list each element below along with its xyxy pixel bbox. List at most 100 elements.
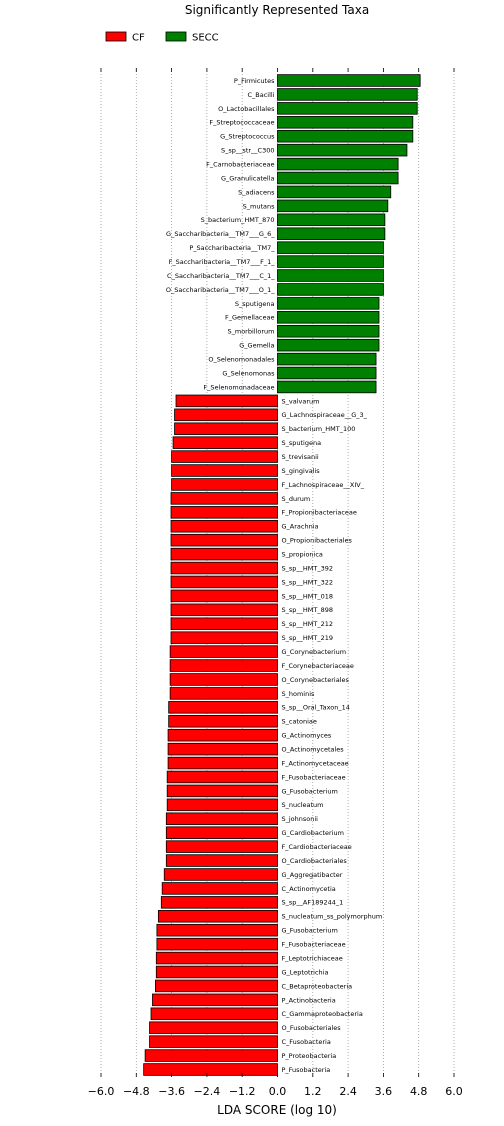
bar [277, 199, 389, 213]
bar [155, 951, 278, 965]
bar-label: P_Firmicutes [234, 77, 275, 85]
bar [168, 715, 278, 728]
bar [277, 241, 384, 254]
bar [149, 1021, 278, 1034]
x-tick-label: 2.4 [339, 1085, 357, 1098]
bar [166, 784, 278, 798]
legend-label-secc: SECC [192, 33, 219, 44]
bar [155, 965, 278, 979]
bar-label: S_mutans [243, 202, 275, 210]
bar-label: P_Saccharibacteria__TM7_ [189, 244, 275, 252]
bar-label: C_Saccharibacteria__TM7___C_1_ [167, 272, 275, 280]
bar-label: S_trevisanii [282, 453, 319, 461]
x-tick-label: −1.2 [229, 1085, 256, 1098]
bar-label: F_Gemellaceae [225, 314, 275, 322]
bar-label: O_Lactobacillales [218, 105, 275, 113]
bar [174, 408, 278, 422]
bar [163, 868, 278, 881]
bar-label: G_Saccharibacteria__TM7___G_6_ [166, 230, 275, 238]
bar [277, 352, 377, 366]
bar-label: S_sp__AF189244_1 [282, 899, 344, 907]
x-tick-label: 0.0 [269, 1085, 287, 1098]
bar-label: O_Propionibacteriales [282, 537, 353, 545]
bar-label: G_Selenomonas [222, 369, 275, 377]
x-tick-label: −2.4 [194, 1085, 221, 1098]
bar-label: F_Leptotrichiaceae [282, 954, 343, 962]
bar [170, 547, 278, 561]
bar-label: F_Actinomycetaceae [282, 759, 349, 767]
bar [277, 380, 377, 394]
bar-label: G_Arachnia [282, 523, 319, 531]
bar-label: S_sp__HMT_018 [282, 592, 334, 600]
bar-label: F_Carnobacteriaceae [206, 160, 274, 168]
bar-label: P_Proteobacteria [282, 1052, 337, 1060]
bar [277, 185, 392, 199]
bar-label: S_sputigena [282, 439, 322, 447]
x-tick-label: 3.6 [375, 1085, 393, 1098]
bar-label: O_Selenomonadales [208, 355, 275, 363]
bar [170, 589, 278, 603]
bar-label: F_Selenomonadaceae [203, 383, 274, 391]
bar [156, 923, 278, 937]
x-tick-label: −4.8 [123, 1085, 150, 1098]
bar [170, 575, 278, 589]
bar-label: S_adiacens [238, 188, 275, 196]
bar [152, 993, 278, 1007]
bar-label: F_Cardiobacteriaceae [282, 843, 352, 851]
bar [169, 687, 278, 700]
bar-label: F_Corynebacteriaceae [282, 662, 354, 670]
bar [149, 1035, 278, 1048]
bar [166, 770, 278, 784]
bar-label: G_Fusobacterium [282, 787, 338, 795]
bar-label: O_Saccharibacteria__TM7___O_1_ [166, 286, 275, 294]
bar-label: S_nucleatum_ss_polymorphum [282, 913, 383, 921]
bar [167, 728, 278, 742]
bar-label: G_Corynebacterium [282, 648, 347, 656]
bar-label: G_Granulicatella [221, 174, 275, 182]
bar-label: C_Fusobacteria [282, 1038, 331, 1046]
bar-label: S_morbillorum [227, 328, 274, 336]
bar [170, 561, 278, 575]
bar-label: S_nucleatum [282, 801, 324, 809]
bar [277, 366, 377, 380]
bar [171, 464, 278, 477]
bar-label: S_sp__HMT_392 [282, 564, 334, 572]
bar-label: G_Gemella [239, 342, 274, 350]
bar-label: S_gingivalis [282, 467, 321, 475]
bar [277, 227, 386, 240]
bar-labels: P_Firmicutes C_Bacilli O_Lactobacillales F_… [166, 77, 382, 1074]
bar-label: S_sp__HMT_898 [282, 606, 334, 614]
bar [157, 910, 278, 923]
x-tick-label: −6.0 [88, 1085, 115, 1098]
bar-label: S_sputigena [235, 300, 275, 308]
bar [277, 102, 418, 115]
bar [171, 478, 278, 491]
bar [156, 937, 278, 951]
x-tick-label: −3.6 [158, 1085, 185, 1098]
bar [165, 826, 278, 839]
bar [165, 854, 278, 867]
bar [170, 631, 278, 644]
bar-label: F_Propionibacteriaceae [282, 509, 357, 517]
bar [166, 798, 278, 812]
bar [169, 673, 278, 686]
bar [170, 617, 278, 631]
bar [169, 645, 278, 658]
bar [172, 436, 278, 449]
bar-label: F_Fusobacteriaceae [282, 773, 346, 781]
bar-label: O_Actinomycetales [282, 746, 345, 754]
bar-label: F_Fusobacteriaceae [282, 941, 346, 949]
bar-label: S_bacterium_HMT_870 [201, 216, 275, 224]
bar [155, 979, 278, 993]
bar [171, 450, 278, 463]
bar-label: C_Betaproteobacteria [282, 982, 353, 990]
bar [165, 812, 278, 826]
bar [277, 283, 384, 296]
bar [277, 116, 414, 129]
bar-label: P_Fusobacteria [282, 1066, 331, 1074]
bar-label: S_valvarum [282, 397, 320, 405]
bar-label: S_catoniae [282, 718, 317, 726]
bar [150, 1007, 278, 1021]
bar [277, 269, 384, 282]
